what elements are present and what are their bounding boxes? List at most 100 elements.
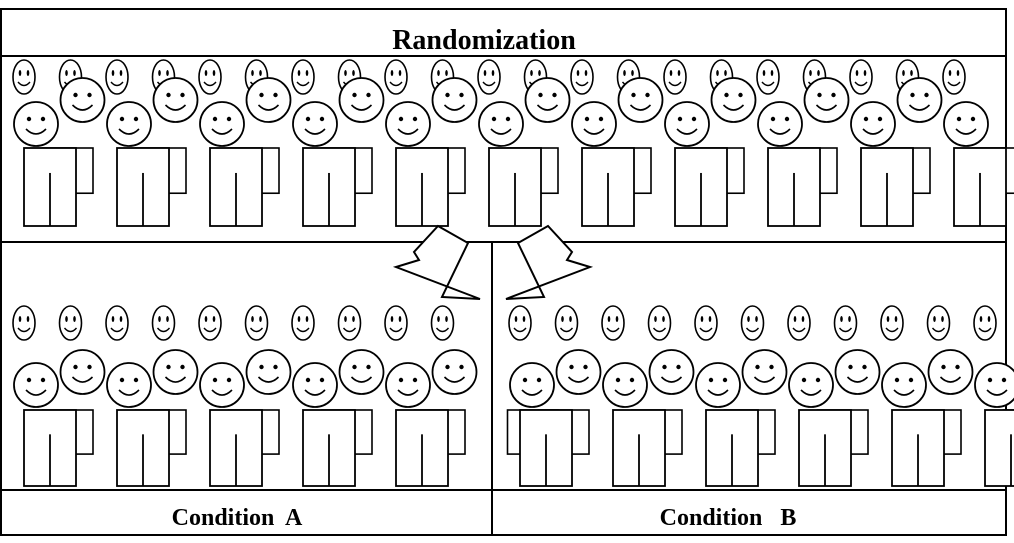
person-body bbox=[116, 147, 170, 227]
smiley-face-icon bbox=[834, 349, 881, 395]
person-body bbox=[209, 147, 263, 227]
smiley-face-icon bbox=[833, 305, 858, 341]
smiley-face-icon bbox=[554, 305, 579, 341]
smiley-face-icon bbox=[710, 77, 757, 123]
person-body bbox=[302, 409, 356, 487]
person-body bbox=[302, 147, 356, 227]
smiley-face-icon bbox=[803, 77, 850, 123]
smiley-face-icon bbox=[151, 305, 176, 341]
smiley-face-icon bbox=[292, 101, 338, 147]
smiley-face-icon bbox=[788, 362, 834, 408]
person-body bbox=[891, 409, 945, 487]
smiley-face-icon bbox=[741, 349, 788, 395]
smiley-face-icon bbox=[570, 59, 594, 95]
smiley-face-icon bbox=[896, 77, 943, 123]
smiley-face-icon bbox=[881, 362, 927, 408]
smiley-face-icon bbox=[58, 305, 83, 341]
person-body bbox=[488, 147, 542, 227]
smiley-face-icon bbox=[880, 305, 904, 341]
person-body bbox=[953, 147, 1007, 227]
person-body bbox=[395, 147, 449, 227]
person-body bbox=[767, 147, 821, 227]
smiley-face-icon bbox=[245, 77, 292, 123]
smiley-face-icon bbox=[12, 59, 36, 95]
crowd-condition-b bbox=[508, 305, 1014, 487]
crowd-condition-a bbox=[12, 305, 559, 487]
smiley-face-icon bbox=[430, 305, 455, 341]
arrow-down-left-icon bbox=[505, 224, 594, 300]
condition-a-label: Condition A bbox=[172, 505, 303, 531]
smiley-face-icon bbox=[787, 305, 811, 341]
smiley-face-icon bbox=[13, 101, 59, 147]
smiley-face-icon bbox=[478, 101, 524, 147]
smiley-face-icon bbox=[509, 362, 555, 408]
smiley-face-icon bbox=[648, 349, 695, 395]
smiley-face-icon bbox=[974, 362, 1014, 408]
smiley-face-icon bbox=[291, 305, 315, 341]
smiley-face-icon bbox=[695, 362, 741, 408]
smiley-face-icon bbox=[942, 59, 966, 95]
smiley-face-icon bbox=[926, 305, 951, 341]
smiley-face-icon bbox=[508, 305, 532, 341]
smiley-face-icon bbox=[647, 305, 672, 341]
smiley-face-icon bbox=[106, 101, 152, 147]
smiley-face-icon bbox=[105, 59, 129, 95]
condition-b-label: Condition B bbox=[660, 505, 797, 531]
smiley-face-icon bbox=[13, 362, 59, 408]
smiley-face-icon bbox=[601, 305, 625, 341]
smiley-face-icon bbox=[571, 101, 617, 147]
outer-frame bbox=[0, 8, 1007, 536]
smiley-face-icon bbox=[199, 101, 245, 147]
smiley-face-icon bbox=[850, 101, 896, 147]
smiley-face-icon bbox=[431, 349, 478, 395]
smiley-face-icon bbox=[59, 77, 106, 123]
smiley-face-icon bbox=[617, 77, 664, 123]
smiley-face-icon bbox=[338, 349, 385, 395]
smiley-face-icon bbox=[198, 305, 222, 341]
smiley-face-icon bbox=[384, 305, 408, 341]
person-body bbox=[581, 147, 635, 227]
smiley-face-icon bbox=[431, 77, 478, 123]
smiley-face-icon bbox=[105, 305, 129, 341]
smiley-face-icon bbox=[756, 59, 780, 95]
smiley-face-icon bbox=[663, 59, 687, 95]
person-body bbox=[705, 409, 759, 487]
diagram-title: Randomization bbox=[392, 25, 576, 56]
smiley-face-icon bbox=[337, 305, 362, 341]
smiley-face-icon bbox=[244, 305, 269, 341]
smiley-face-icon bbox=[943, 101, 989, 147]
smiley-face-icon bbox=[477, 59, 501, 95]
arrow-down-right-icon bbox=[392, 224, 481, 300]
smiley-face-icon bbox=[12, 305, 36, 341]
smiley-face-icon bbox=[245, 349, 292, 395]
smiley-face-icon bbox=[199, 362, 245, 408]
smiley-face-icon bbox=[757, 101, 803, 147]
smiley-face-icon bbox=[59, 349, 106, 395]
smiley-face-icon bbox=[849, 59, 873, 95]
smiley-face-icon bbox=[291, 59, 315, 95]
person-body bbox=[798, 409, 852, 487]
smiley-face-icon bbox=[385, 362, 431, 408]
smiley-face-icon bbox=[602, 362, 648, 408]
person-body bbox=[116, 409, 170, 487]
smiley-face-icon bbox=[152, 77, 199, 123]
smiley-face-icon bbox=[384, 59, 408, 95]
smiley-face-icon bbox=[385, 101, 431, 147]
smiley-face-icon bbox=[152, 349, 199, 395]
crowd-all-participants bbox=[12, 59, 1014, 227]
person-body bbox=[395, 409, 449, 487]
smiley-face-icon bbox=[555, 349, 602, 395]
smiley-face-icon bbox=[292, 362, 338, 408]
person-body bbox=[23, 147, 77, 227]
smiley-face-icon bbox=[927, 349, 974, 395]
person-body bbox=[519, 409, 573, 487]
person-body bbox=[612, 409, 666, 487]
smiley-face-icon bbox=[973, 305, 997, 341]
smiley-face-icon bbox=[106, 362, 152, 408]
person-body bbox=[23, 409, 77, 487]
smiley-face-icon bbox=[338, 77, 385, 123]
person-body bbox=[209, 409, 263, 487]
person-body bbox=[860, 147, 914, 227]
smiley-face-icon bbox=[740, 305, 765, 341]
